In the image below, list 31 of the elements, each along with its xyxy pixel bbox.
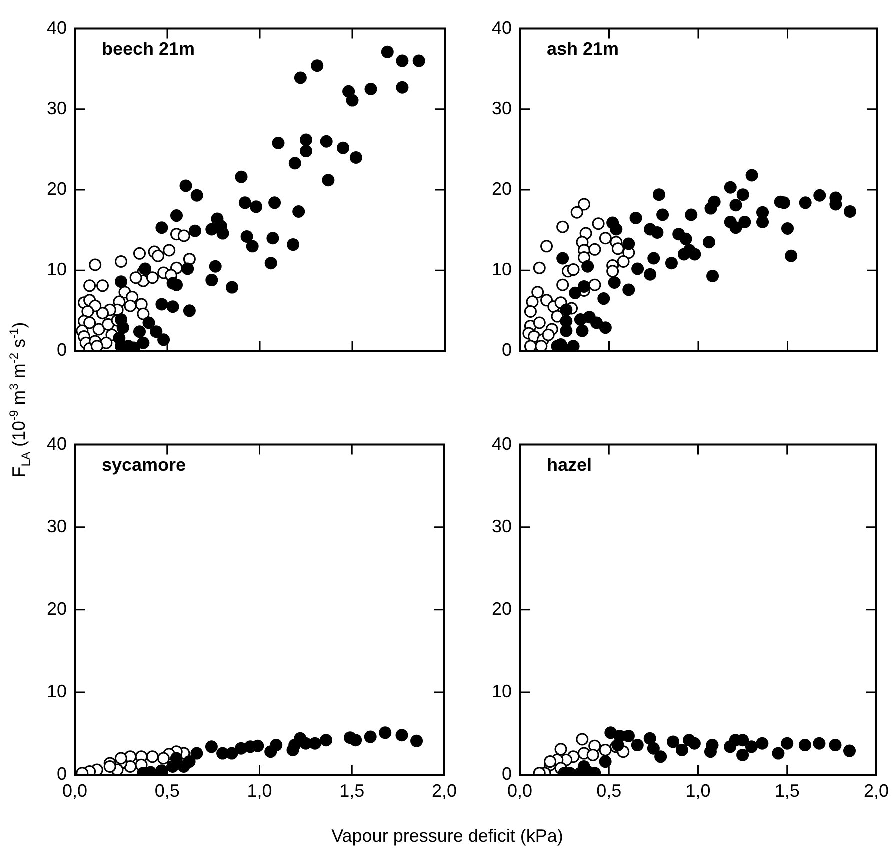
y-tick-label: 30 — [46, 516, 67, 536]
y-tick-label: 40 — [46, 434, 67, 454]
y-tick-label: 20 — [46, 598, 67, 619]
x-tick-label: 1,5 — [774, 780, 800, 801]
text: hazel — [547, 454, 592, 475]
x-axis-title: Vapour pressure deficit (kPa) — [330, 826, 564, 847]
text: beech 21m — [102, 38, 196, 59]
y-tick-label: 20 — [46, 178, 67, 199]
x-tick-label: 0,5 — [154, 780, 180, 801]
y-tick-label: 0 — [502, 340, 512, 360]
y-tick-label: 0 — [56, 340, 67, 360]
y-tick-label: 40 — [492, 434, 512, 454]
y-tick-label: 20 — [492, 178, 512, 199]
y-tick-label: 40 — [492, 18, 512, 38]
x-tick-label: 1,0 — [247, 780, 272, 801]
y-tick-label: 10 — [492, 260, 512, 280]
y-tick-label: 20 — [492, 598, 512, 619]
y-tick-label: 10 — [46, 260, 67, 280]
text: ash 21m — [547, 38, 620, 59]
y-tick-label: 30 — [492, 516, 512, 536]
x-tick-label: 2,0 — [864, 780, 890, 801]
x-tick-label: 1,5 — [340, 780, 365, 801]
y-tick-label: 40 — [46, 18, 67, 38]
text: sycamore — [102, 454, 186, 475]
x-tick-label: 1,0 — [686, 780, 711, 801]
y-tick-label: 10 — [46, 681, 67, 702]
x-tick-label: 0,5 — [596, 780, 622, 801]
y-tick-label: 30 — [46, 98, 67, 118]
x-tick-label: 2,0 — [432, 780, 458, 801]
y-tick-label: 30 — [492, 98, 512, 118]
y-tick-label: 10 — [492, 681, 512, 702]
